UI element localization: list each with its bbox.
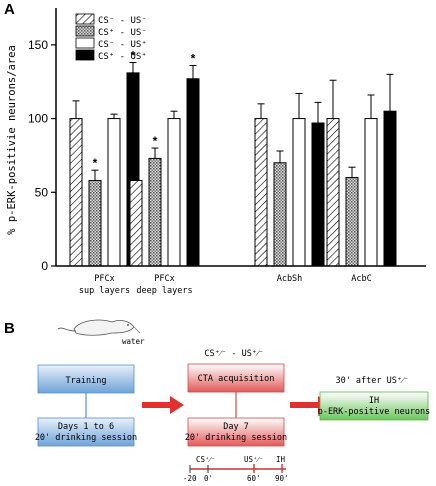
legend: CS⁻ - US⁻ CS⁺ - US⁻ CS⁻ - US⁺ CS⁺ - US⁺ <box>75 13 147 62</box>
legend-label: CS⁻ - US⁺ <box>98 40 147 50</box>
after-us-label: 30' after US⁺⁄⁻ <box>335 376 408 386</box>
significance-star: * <box>153 134 158 148</box>
bottle-spout-icon <box>133 326 141 334</box>
day7-box <box>187 417 285 447</box>
legend-swatch <box>75 37 95 49</box>
bars: * * * * <box>69 49 397 267</box>
bar <box>292 118 306 267</box>
timeline-tick-label: 90' <box>275 474 289 483</box>
bar <box>129 179 143 267</box>
significance-star: * <box>93 156 98 170</box>
rat-eye-icon <box>127 324 129 326</box>
bar <box>326 118 340 267</box>
timeline-ih-label: IH <box>276 455 286 464</box>
bar <box>148 157 162 267</box>
legend-swatch <box>75 49 95 61</box>
bar <box>254 118 268 267</box>
y-tick-label: 150 <box>28 38 48 52</box>
bar <box>88 179 102 267</box>
bar <box>167 118 181 267</box>
bar <box>69 118 83 267</box>
rat-body-icon <box>73 319 135 336</box>
legend-label: CS⁻ - US⁻ <box>98 16 147 26</box>
bar <box>383 110 397 267</box>
training-label: Training <box>66 376 107 386</box>
bar <box>345 177 359 267</box>
water-label: water <box>122 337 145 346</box>
days-line2: 20' drinking session <box>35 433 137 443</box>
y-tick-label: 50 <box>35 185 49 199</box>
bar <box>107 118 121 267</box>
panel-a-label: A <box>4 1 15 18</box>
timeline-tick-label: 60' <box>247 474 261 483</box>
days-box <box>37 417 135 447</box>
cta-box <box>187 363 285 393</box>
bar <box>311 122 325 267</box>
timeline-tick-label: -20 <box>183 474 197 483</box>
y-tick-label: 0 <box>41 259 48 273</box>
training-box <box>37 364 135 394</box>
result-line1: IH <box>369 396 379 406</box>
session-timeline: CS⁺⁄⁻ US⁺⁄⁻ IH -20 0' 60' 90' <box>183 455 289 483</box>
days-line1: Days 1 to 6 <box>58 422 114 432</box>
rat-illustration: water <box>57 319 145 346</box>
timeline-us-label: US⁺⁄⁻ <box>244 455 263 464</box>
day7-line1: Day 7 <box>223 422 249 432</box>
panel-b-label: B <box>4 320 15 337</box>
legend-swatch <box>75 13 95 25</box>
significance-star: * <box>131 49 136 63</box>
x-category-label: AcbSh <box>277 274 303 284</box>
arrow-right-icon <box>142 396 184 414</box>
y-tick-label: 100 <box>28 112 48 126</box>
legend-swatch <box>75 25 95 37</box>
x-category-label: PFCx <box>154 274 174 284</box>
result-line2: p-ERK-positive neurons <box>318 407 431 417</box>
rat-tail-icon <box>57 327 77 332</box>
x-category-label: PFCx <box>94 274 114 284</box>
x-category-label: AcbC <box>351 274 371 284</box>
timeline-cs-label: CS⁺⁄⁻ <box>196 455 215 464</box>
legend-label: CS⁺ - US⁻ <box>98 28 147 38</box>
bar <box>273 162 287 267</box>
legend-label: CS⁺ - US⁺ <box>98 52 147 62</box>
x-axis-categories: PFCx sup layers PFCx deep layers AcbSh AcbC <box>79 274 372 296</box>
cta-label: CTA acquisition <box>198 374 275 384</box>
day7-line2: 20' drinking session <box>185 433 287 443</box>
bar <box>364 118 378 267</box>
cs-us-header: CS⁺⁄⁻ - US⁺⁄⁻ <box>204 349 263 359</box>
y-axis-ticks: 0 50 100 150 <box>28 38 56 273</box>
bar-chart: % p-ERK-positivie neurons/area 0 50 100 150… <box>6 8 426 296</box>
result-box <box>319 391 429 421</box>
y-axis-label: % p-ERK-positivie neurons/area <box>6 45 18 235</box>
timeline-tick-label: 0' <box>204 474 213 483</box>
x-category-label: deep layers <box>136 286 192 296</box>
x-category-label: sup layers <box>79 286 130 296</box>
significance-star: * <box>191 51 196 65</box>
bar <box>186 78 200 267</box>
